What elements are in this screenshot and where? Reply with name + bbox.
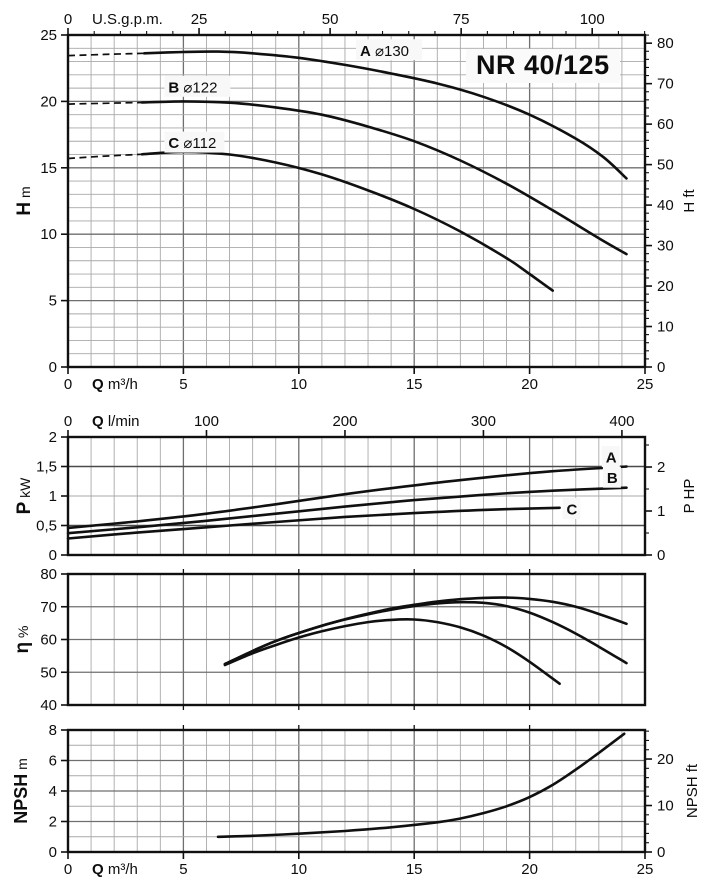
left-tick-label: 80 [40, 566, 57, 583]
left-tick-label: 70 [40, 599, 57, 616]
left-axis-title: P kW [14, 477, 35, 515]
top-tick-label: 400 [609, 413, 634, 430]
left-tick-label: 0,5 [36, 518, 57, 535]
right-tick-label: 0 [657, 547, 665, 564]
right-tick-label: 30 [657, 238, 674, 255]
bottom-axis-title: Q m³/h [92, 861, 138, 878]
top-tick-label: 300 [471, 413, 496, 430]
curve-C [140, 150, 554, 292]
right-tick-label: 2 [657, 459, 665, 476]
curve-label-patch [562, 497, 581, 519]
bottom-tick-label: 10 [290, 376, 307, 393]
right-tick-label: 10 [657, 798, 674, 815]
right-tick-label: 40 [657, 197, 674, 214]
plot-border [66, 33, 647, 369]
top-tick-label: 0 [64, 413, 72, 430]
curve-B [66, 486, 628, 535]
curve-B [223, 600, 628, 666]
top-tick-label: 100 [194, 413, 219, 430]
curve-A [223, 596, 628, 666]
right-tick-label: 0 [657, 844, 665, 861]
left-tick-label: 0 [49, 547, 57, 564]
left-tick-label: 4 [49, 783, 57, 800]
bottom-tick-label: 25 [637, 376, 654, 393]
bottom-tick-label: 5 [179, 376, 187, 393]
left-tick-label: 25 [40, 27, 57, 44]
left-tick-label: 15 [40, 160, 57, 177]
right-tick-label: 70 [657, 76, 674, 93]
left-tick-label: 1 [49, 488, 57, 505]
right-axis-title: P HP [681, 479, 698, 514]
left-tick-label: 1,5 [36, 459, 57, 476]
curve-label-patch [601, 446, 620, 468]
bottom-tick-label: 20 [521, 376, 538, 393]
bottom-tick-label: 10 [290, 861, 307, 878]
curve-label-B: B [607, 470, 618, 487]
right-tick-label: 10 [657, 319, 674, 336]
left-tick-label: 10 [40, 226, 57, 243]
top-tick-label: 200 [332, 413, 357, 430]
curve-C [66, 506, 561, 540]
bottom-tick-label: 15 [406, 861, 423, 878]
top-tick-label: 25 [191, 11, 208, 28]
left-tick-label: 8 [49, 722, 57, 739]
left-tick-label: 50 [40, 664, 57, 681]
left-axis-title: η % [12, 626, 33, 654]
curve-label-A: A ⌀130 [360, 43, 409, 60]
bottom-axis-title: Q m³/h [92, 376, 138, 393]
top-tick-label: 75 [453, 11, 470, 28]
curve-label-C: C ⌀112 [168, 135, 216, 152]
bottom-tick-label: 0 [64, 861, 72, 878]
curve-label-A: A [606, 450, 617, 467]
top-tick-label: 100 [580, 11, 605, 28]
right-axis-title: H ft [681, 189, 698, 213]
right-tick-label: 50 [657, 157, 674, 174]
top-axis-title: Q l/min [92, 413, 140, 430]
pump-model-title: NR 40/125 [466, 49, 620, 83]
top-tick-label: 50 [322, 11, 339, 28]
curve-label-patch [355, 39, 422, 61]
left-tick-label: 40 [40, 697, 57, 714]
left-tick-label: 2 [49, 429, 57, 446]
right-tick-label: 1 [657, 503, 665, 520]
left-tick-label: 5 [49, 293, 57, 310]
curve-N [216, 732, 626, 839]
bottom-tick-label: 20 [521, 861, 538, 878]
curve-label-patch [602, 466, 621, 488]
curve-label-C: C [567, 501, 578, 518]
left-tick-label: 6 [49, 753, 57, 770]
bottom-tick-label: 5 [179, 861, 187, 878]
right-tick-label: 20 [657, 751, 674, 768]
right-tick-label: 20 [657, 278, 674, 295]
left-axis-title: NPSH m [11, 758, 31, 824]
left-tick-label: 2 [49, 814, 57, 831]
curve-A-dashed [67, 52, 145, 57]
left-tick-label: 60 [40, 632, 57, 649]
right-tick-label: 60 [657, 116, 674, 133]
left-tick-label: 0 [49, 359, 57, 376]
left-tick-label: 0 [49, 844, 57, 861]
curve-B [140, 100, 628, 256]
curve-label-patch [164, 75, 231, 97]
bottom-tick-label: 25 [637, 861, 654, 878]
curve-label-B: B ⌀122 [168, 79, 217, 96]
curve-A [142, 50, 628, 180]
right-tick-label: 0 [657, 359, 665, 376]
bottom-tick-label: 0 [64, 376, 72, 393]
curve-A [66, 465, 628, 530]
left-axis-title: H m [14, 186, 35, 215]
left-tick-label: 20 [40, 93, 57, 110]
right-axis-title: NPSH ft [684, 763, 701, 818]
curve-label-patch [164, 131, 225, 153]
curve-B-dashed [67, 101, 142, 105]
right-tick-label: 80 [657, 35, 674, 52]
top-axis-title: U.S.g.p.m. [92, 11, 163, 28]
curve-C-dashed [67, 153, 142, 160]
bottom-tick-label: 15 [406, 376, 423, 393]
top-tick-label: 0 [64, 11, 72, 28]
curve-C [223, 618, 561, 685]
